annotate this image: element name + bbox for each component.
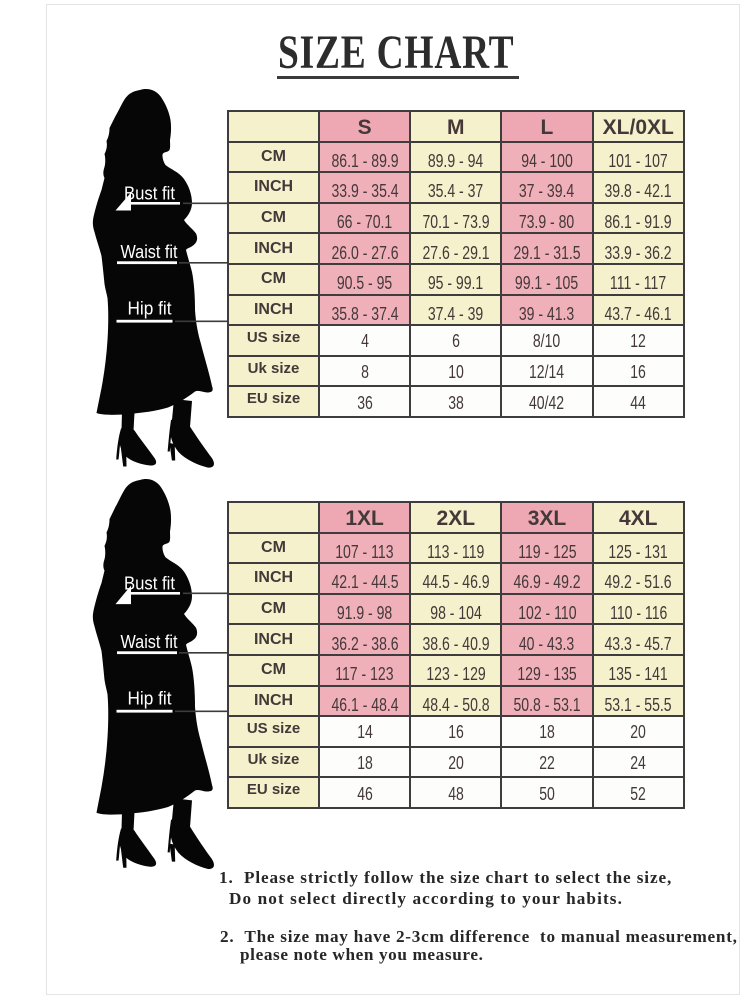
svg-text:Waist fit: Waist fit (121, 242, 178, 262)
svg-text:Bust fit: Bust fit (124, 184, 175, 204)
svg-text:Hip fit: Hip fit (128, 299, 172, 319)
